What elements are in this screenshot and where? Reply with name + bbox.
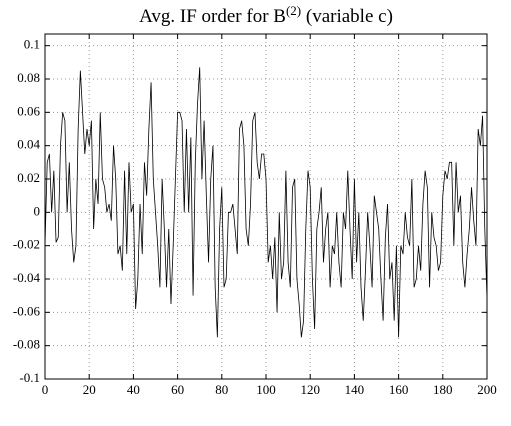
y-tick-label: -0.08: [13, 337, 40, 352]
x-tick-label: 40: [127, 382, 140, 397]
plot-frame: [44, 33, 488, 380]
y-tick-label: 0.04: [17, 137, 40, 152]
data-line: [44, 67, 488, 338]
x-tick-label: 100: [256, 382, 276, 397]
x-tick-label: 20: [83, 382, 96, 397]
x-tick-label: 80: [215, 382, 228, 397]
y-tick-label: 0: [34, 203, 41, 218]
x-tick-label: 180: [433, 382, 453, 397]
x-tick-label: 60: [171, 382, 184, 397]
chart-title: Avg. IF order for B(2) (variable c): [139, 3, 393, 27]
y-tick-label: -0.06: [13, 303, 41, 318]
x-tick-label: 200: [477, 382, 497, 397]
y-tick-label: -0.1: [19, 370, 40, 385]
x-tick-label: 140: [345, 382, 365, 397]
x-tick-label: 0: [42, 382, 49, 397]
y-tick-label: -0.02: [13, 237, 40, 252]
title-superscript: (2): [286, 3, 301, 18]
y-tick-label: -0.04: [13, 270, 41, 285]
y-tick-label: 0.08: [17, 70, 40, 85]
x-tick-label: 160: [389, 382, 409, 397]
y-tick-label: 0.1: [24, 37, 40, 52]
x-tick-label: 120: [300, 382, 320, 397]
title-text: Avg. IF order for B: [139, 6, 286, 27]
y-tick-label: 0.02: [17, 170, 40, 185]
title-text: (variable c): [301, 6, 393, 27]
y-tick-label: 0.06: [17, 103, 40, 118]
